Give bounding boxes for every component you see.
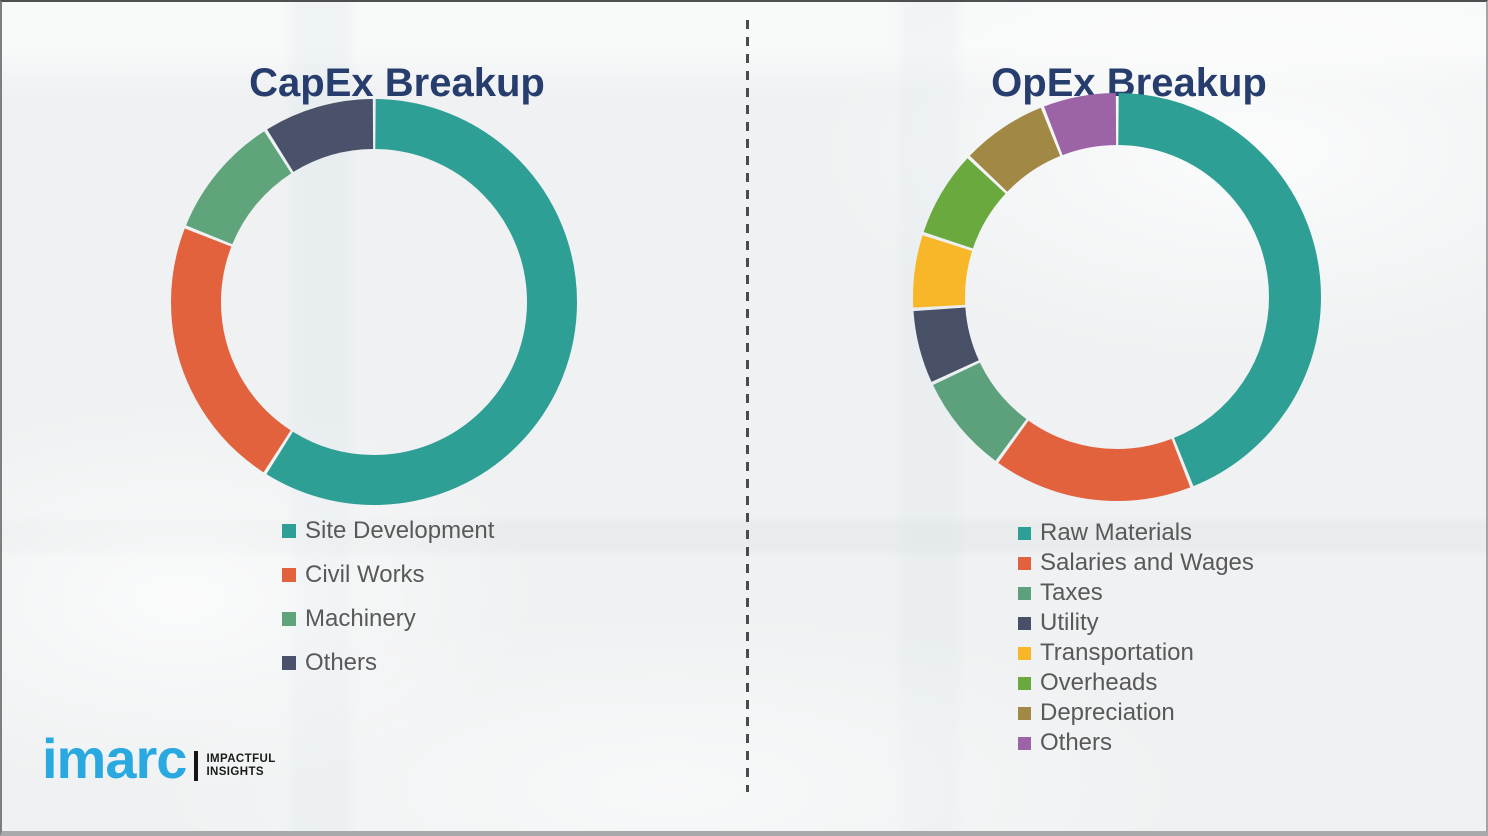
legend-marker-taxes bbox=[1018, 586, 1031, 600]
legend-label-others: Others bbox=[1040, 729, 1113, 756]
capex-donut-chart bbox=[171, 99, 577, 505]
logo-divider-bar bbox=[194, 751, 199, 781]
legend-item-raw-materials: Raw Materials bbox=[1018, 518, 1254, 548]
legend-item-utility: Utility bbox=[1018, 608, 1254, 638]
legend-marker-others bbox=[1018, 736, 1031, 750]
legend-item-machinery: Machinery bbox=[282, 597, 494, 641]
opex-legend: Raw Materials Salaries and Wages Taxes Util… bbox=[1018, 518, 1254, 758]
legend-item-overheads: Overheads bbox=[1018, 668, 1254, 698]
legend-item-salaries-and-wages: Salaries and Wages bbox=[1018, 548, 1254, 578]
segment-site-development bbox=[171, 99, 577, 505]
legend-item-taxes: Taxes bbox=[1018, 578, 1254, 608]
legend-marker-raw-materials bbox=[1018, 526, 1031, 540]
legend-item-depreciation: Depreciation bbox=[1018, 698, 1254, 728]
legend-marker-civil-works bbox=[282, 568, 296, 582]
segment-salaries-and-wages bbox=[913, 93, 1321, 501]
legend-marker-depreciation bbox=[1018, 706, 1031, 720]
legend-label-transportation: Transportation bbox=[1040, 639, 1194, 666]
segment-raw-materials bbox=[913, 93, 1321, 501]
logo-tagline-line1: IMPACTFUL bbox=[206, 753, 276, 765]
legend-label-salaries-and-wages: Salaries and Wages bbox=[1040, 549, 1254, 576]
legend-marker-machinery bbox=[282, 612, 296, 626]
imarc-logo: imarc IMPACTFUL INSIGHTS bbox=[42, 731, 276, 787]
legend-marker-salaries-and-wages bbox=[1018, 556, 1031, 570]
logo-tagline: IMPACTFUL INSIGHTS bbox=[206, 753, 275, 779]
legend-marker-others bbox=[282, 656, 296, 670]
opex-donut-chart bbox=[913, 93, 1321, 501]
legend-marker-overheads bbox=[1018, 676, 1031, 690]
capex-legend: Site Development Civil Works Machinery Othe… bbox=[282, 509, 494, 685]
legend-label-raw-materials: Raw Materials bbox=[1040, 519, 1193, 546]
legend-label-site-development: Site Development bbox=[305, 517, 495, 544]
imarc-logo-wordmark: imarc bbox=[42, 727, 187, 790]
legend-item-transportation: Transportation bbox=[1018, 638, 1254, 668]
segment-civil-works bbox=[171, 99, 577, 505]
legend-label-utility: Utility bbox=[1040, 609, 1099, 636]
legend-label-overheads: Overheads bbox=[1040, 669, 1158, 696]
legend-marker-utility bbox=[1018, 616, 1031, 630]
capex-chart-title: CapEx Breakup bbox=[249, 61, 545, 106]
legend-item-others: Others bbox=[282, 641, 494, 685]
legend-marker-site-development bbox=[282, 524, 296, 538]
legend-label-depreciation: Depreciation bbox=[1040, 699, 1175, 726]
legend-item-site-development: Site Development bbox=[282, 509, 494, 553]
segment-transportation bbox=[913, 93, 1321, 501]
legend-item-others: Others bbox=[1018, 728, 1254, 758]
legend-item-civil-works: Civil Works bbox=[282, 553, 494, 597]
legend-label-civil-works: Civil Works bbox=[305, 561, 425, 588]
legend-label-machinery: Machinery bbox=[305, 605, 416, 632]
logo-tagline-line2: INSIGHTS bbox=[206, 766, 264, 778]
legend-marker-transportation bbox=[1018, 646, 1031, 660]
legend-label-others: Others bbox=[305, 649, 378, 676]
legend-label-taxes: Taxes bbox=[1040, 579, 1103, 606]
dashed-divider-line bbox=[746, 20, 749, 792]
